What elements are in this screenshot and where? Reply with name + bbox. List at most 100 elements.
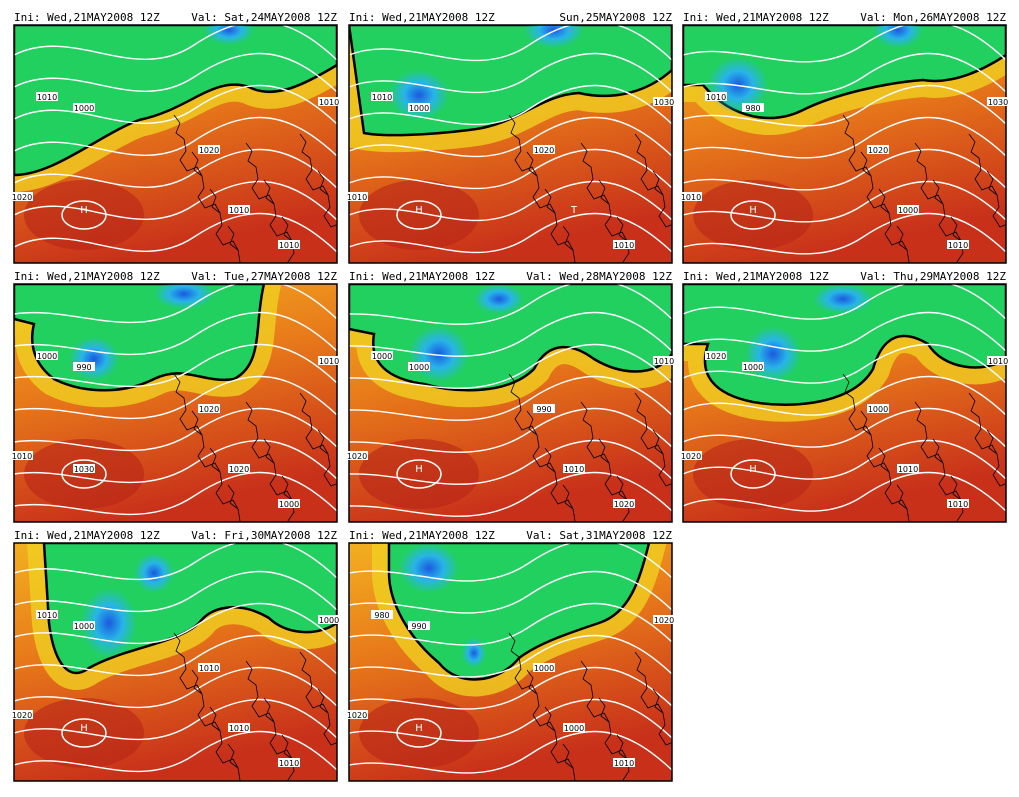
coastline — [562, 484, 576, 522]
low-core — [204, 25, 254, 45]
low-region — [14, 25, 337, 177]
isobar-label: 1010 — [279, 759, 299, 768]
label-box — [408, 103, 430, 112]
low-core — [409, 326, 469, 382]
isobar — [61, 718, 107, 748]
forecast-panel: 990 1000 1020 1010 1030 1010 1000 1020 — [11, 283, 340, 523]
init-time: Ini: Wed,21MAY2008 12Z — [683, 11, 829, 24]
label-box — [533, 404, 555, 413]
label-box — [11, 710, 33, 719]
coastline — [526, 151, 556, 214]
isobar-label: 990 — [76, 363, 91, 372]
label-box — [36, 351, 58, 360]
isobar-label: 1020 — [12, 193, 32, 202]
label-box — [371, 351, 393, 360]
label-box — [867, 145, 889, 154]
isobar — [349, 439, 672, 485]
isobar-label: 1010 — [372, 93, 392, 102]
label-box — [408, 621, 430, 630]
isobar — [349, 116, 672, 158]
isobar — [683, 25, 1006, 63]
label-box — [563, 723, 585, 732]
isobar-label: 1010 — [229, 724, 249, 733]
coastline — [299, 392, 329, 455]
isobar — [349, 634, 672, 678]
coastline — [986, 429, 1006, 487]
coastline — [317, 170, 337, 228]
valid-time: Val: Mon,26MAY2008 12Z — [860, 11, 1006, 24]
coastline — [562, 743, 576, 781]
label-box — [346, 451, 368, 460]
label-box — [987, 97, 1009, 106]
coastline — [932, 438, 962, 501]
low-core — [524, 25, 584, 48]
coastline — [562, 225, 576, 263]
coastline — [544, 447, 574, 510]
isobar-label: 1010 — [279, 241, 299, 250]
coastline — [263, 438, 293, 501]
isobar — [14, 375, 337, 420]
coastline — [652, 429, 672, 487]
isobar — [683, 311, 1006, 352]
coastline — [191, 410, 221, 473]
isobar — [683, 439, 1006, 480]
label-box — [705, 351, 727, 360]
coastline — [209, 447, 239, 510]
isobar — [349, 311, 672, 357]
label-box — [318, 97, 340, 106]
isobar-label: H — [80, 723, 88, 734]
coastline — [914, 401, 944, 464]
init-time: Ini: Wed,21MAY2008 12Z — [349, 11, 495, 24]
isobar-label: 1030 — [74, 465, 94, 474]
coastline — [245, 401, 275, 464]
forecast-panel: 1000 1010 1020 1010 H 1020 1010 1010 — [11, 24, 340, 264]
label-box — [346, 710, 368, 719]
map-area — [349, 284, 672, 522]
coastline — [598, 179, 628, 242]
coastline — [173, 114, 203, 177]
isobar-label: 1010 — [12, 452, 32, 461]
coastline — [968, 133, 998, 196]
isobar — [683, 116, 1006, 159]
isobar — [61, 200, 107, 230]
high-core — [24, 180, 144, 250]
label-box — [73, 621, 95, 630]
coastline — [508, 373, 538, 436]
label-box — [73, 464, 95, 473]
coastline — [299, 651, 329, 714]
isobar-label: 1010 — [37, 611, 57, 620]
isobar-label: 1020 — [347, 711, 367, 720]
low-core — [399, 543, 459, 593]
isobar — [349, 25, 672, 62]
coastline — [598, 438, 628, 501]
isobar — [14, 343, 337, 388]
high-core — [359, 439, 479, 509]
isobar-label: 1010 — [564, 465, 584, 474]
label-box — [742, 362, 764, 371]
isobar-label: 1010 — [681, 193, 701, 202]
label-box — [867, 404, 889, 413]
isobar — [14, 407, 337, 452]
label-box — [278, 240, 300, 249]
label-box — [653, 97, 675, 106]
coastline — [598, 697, 628, 760]
isobar — [14, 52, 337, 93]
isobar — [683, 180, 1006, 223]
label-box — [947, 499, 969, 508]
isobar-label: 1000 — [898, 206, 918, 215]
forecast-panel: 1000 1020 1000 1010 H 1020 1010 1010 — [680, 283, 1009, 523]
isobar-label: 1000 — [279, 500, 299, 509]
isobar-label: 1010 — [199, 664, 219, 673]
coastline — [616, 734, 630, 781]
isobar — [14, 666, 337, 709]
label-box — [278, 499, 300, 508]
isobar — [730, 459, 776, 489]
isobar-label: 1020 — [12, 711, 32, 720]
coastline — [878, 447, 908, 510]
coastline — [191, 151, 221, 214]
coastline — [580, 660, 610, 723]
isobar — [396, 200, 442, 230]
coastline — [227, 225, 241, 263]
low-core — [813, 284, 873, 314]
coastline — [227, 484, 241, 522]
